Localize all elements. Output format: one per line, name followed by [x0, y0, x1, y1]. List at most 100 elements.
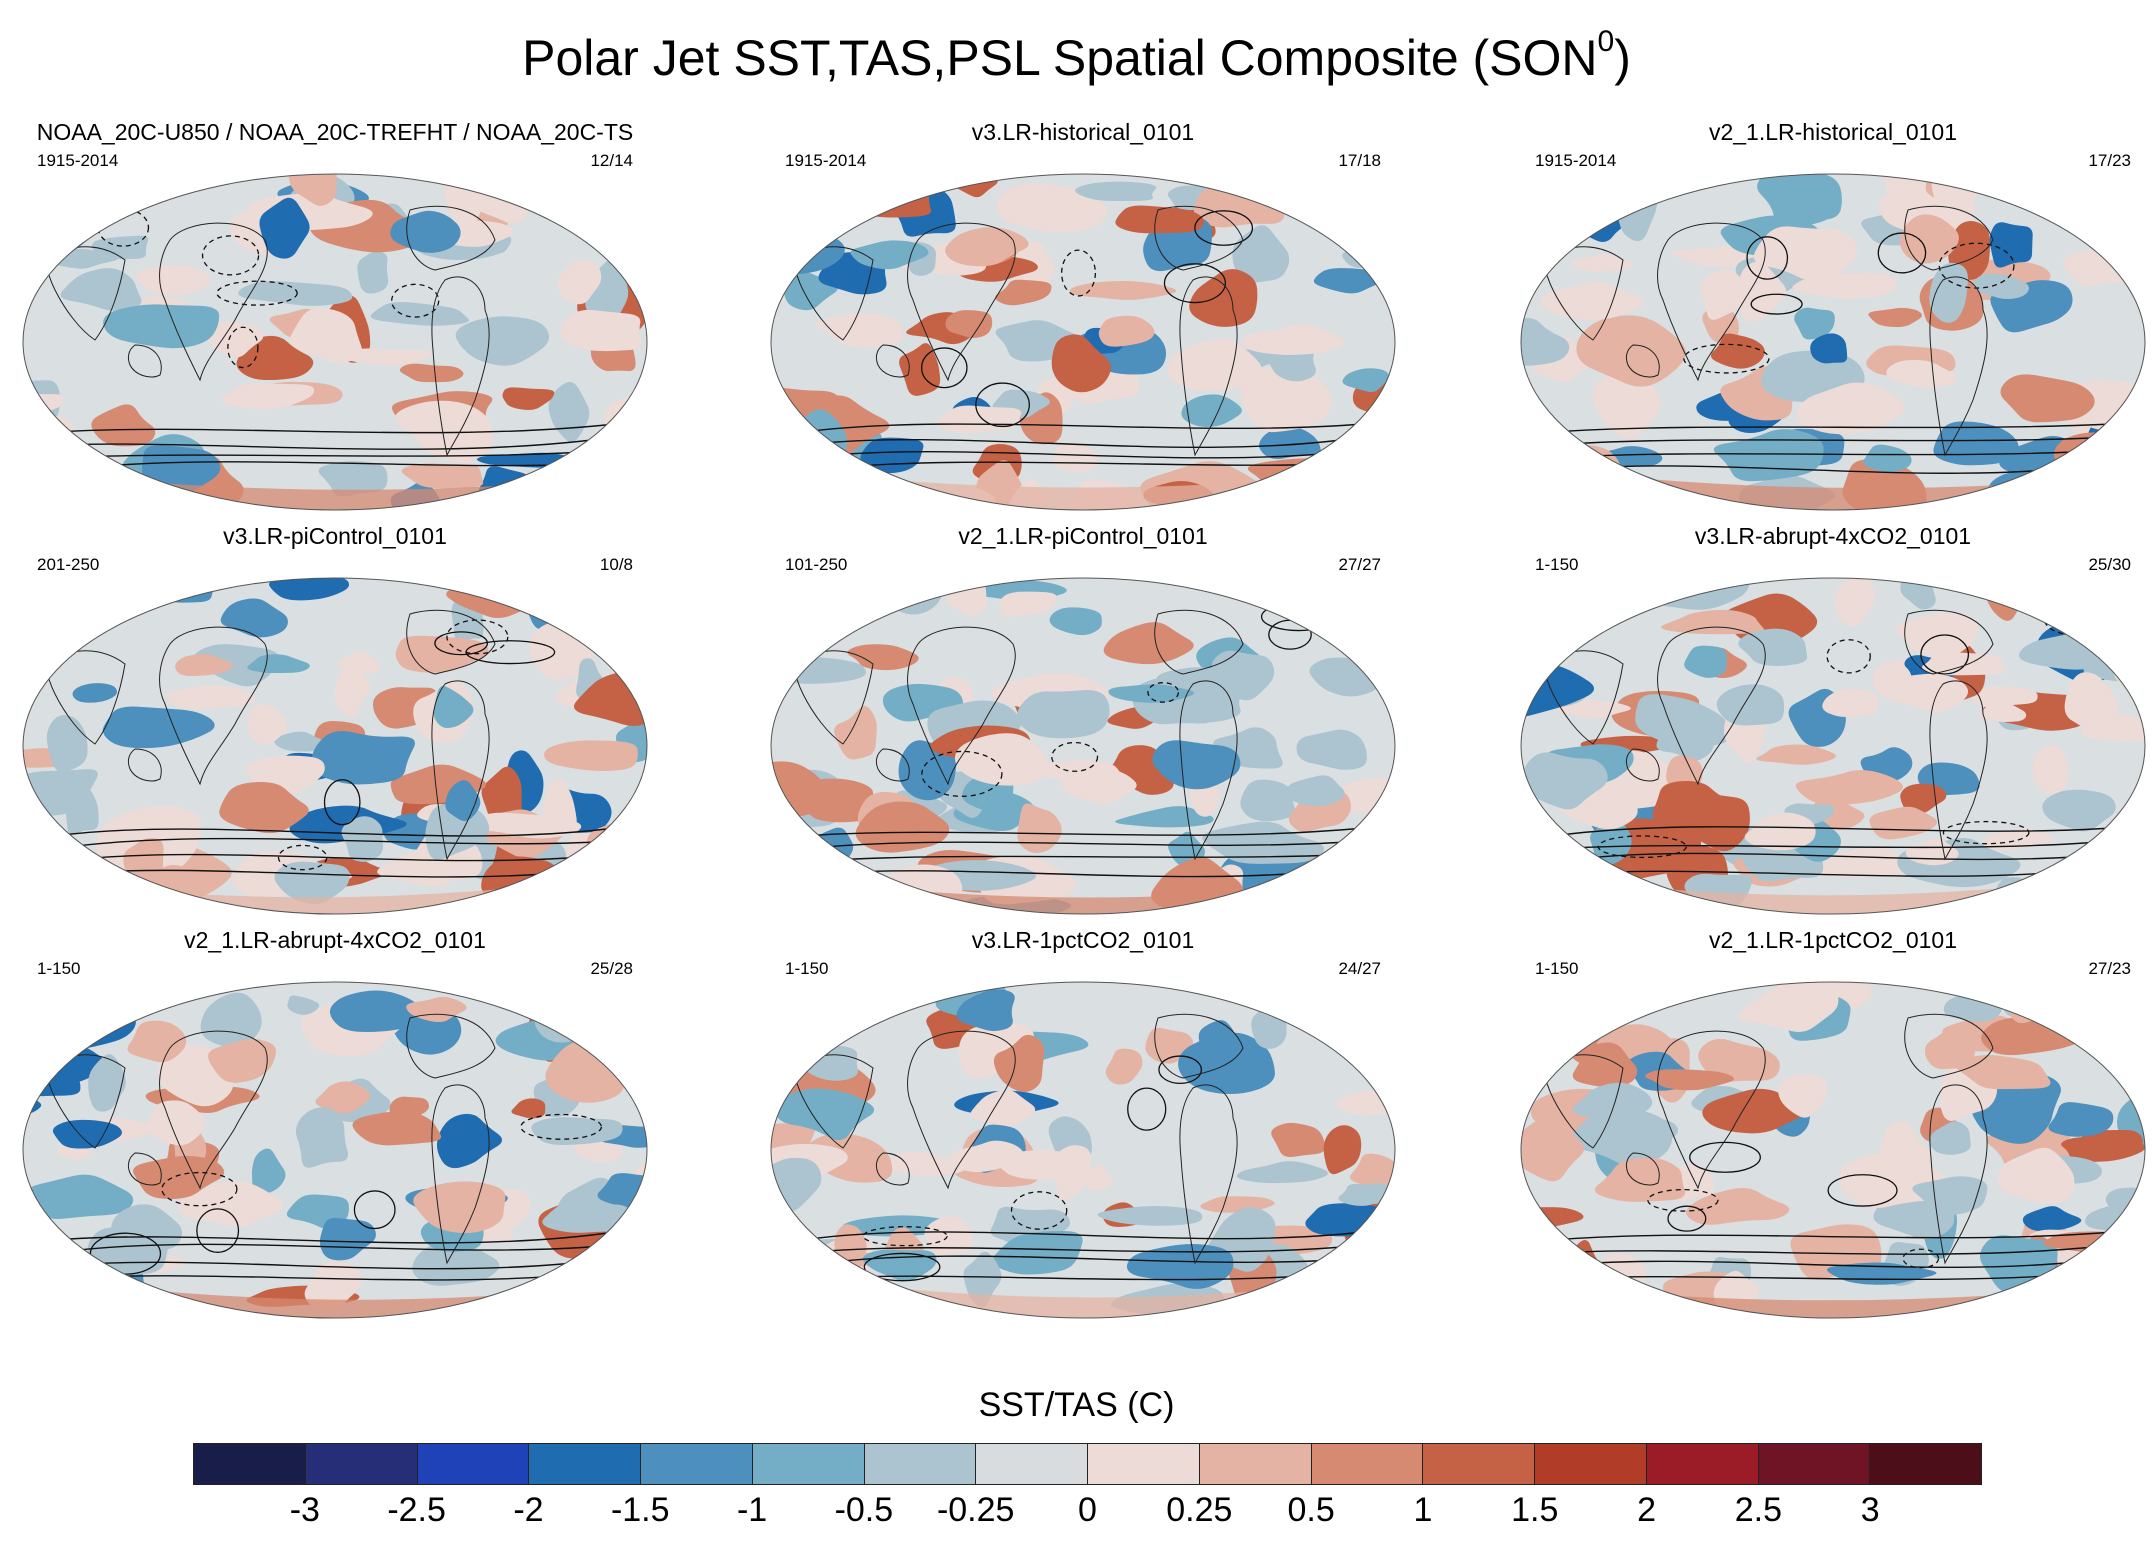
map-panel: NOAA_20C-U850 / NOAA_20C-TREFHT / NOAA_2… [15, 118, 655, 518]
continent-outline [907, 626, 1016, 786]
cool-anomaly-patch [25, 487, 95, 511]
warm-anomaly-patch [770, 981, 826, 1040]
panel-period: 1-150 [1535, 555, 1579, 574]
colorbar-title: SST/TAS (C) [978, 1386, 1175, 1424]
warm-anomaly-patch [1879, 673, 1969, 713]
cool-anomaly-patch [287, 995, 320, 1015]
warm-anomaly-patch [399, 363, 464, 383]
warm-anomaly-patch [1877, 1120, 1932, 1187]
map-border [22, 577, 648, 915]
psl-contour-positive [1750, 293, 1803, 315]
warm-anomaly-patch [566, 180, 647, 229]
warm-anomaly-patch [343, 348, 433, 365]
continent-outline [159, 626, 268, 786]
warm-anomaly-patch [22, 393, 63, 412]
warm-anomaly-patch [1744, 812, 1816, 851]
continent-outline [44, 650, 126, 745]
cool-anomaly-patch [52, 1119, 122, 1149]
psl-contour-positive [1552, 423, 2114, 433]
psl-contour-negative [216, 280, 298, 306]
warm-anomaly-patch [773, 996, 815, 1018]
map-border [1520, 173, 2146, 511]
psl-contour-positive [920, 347, 968, 389]
cool-anomaly-patch [2028, 883, 2097, 915]
map-panel: v3.LR-piControl_0101 201-250 10/8 [15, 522, 655, 922]
panel-period: 1915-2014 [37, 151, 119, 170]
cool-anomaly-patch [1271, 1304, 1377, 1319]
warm-anomaly-patch [945, 310, 993, 339]
cool-anomaly-patch [72, 683, 118, 703]
cool-anomaly-patch [1202, 821, 1324, 864]
continent-outline [1542, 650, 1624, 745]
cool-anomaly-patch [329, 990, 423, 1032]
warm-anomaly-patch [289, 308, 362, 363]
warm-anomaly-patch [1924, 1026, 1976, 1070]
warm-anomaly-patch [1686, 1187, 1790, 1225]
cool-anomaly-patch [1232, 225, 1290, 284]
psl-contour-positive [465, 640, 556, 665]
continent-outline [1904, 205, 1994, 271]
warm-anomaly-patch [560, 309, 643, 352]
figure-title: Polar Jet SST,TAS,PSL Spatial Composite … [0, 27, 2153, 88]
continent-outline [1179, 1084, 1238, 1265]
continent-outline [127, 748, 162, 782]
warm-anomaly-patch [221, 383, 315, 409]
psl-contour-positive [54, 837, 616, 850]
psl-contour-positive [802, 423, 1364, 433]
panel-title: v3.LR-abrupt-4xCO2_0101 [1694, 523, 1972, 549]
psl-contour-positive [1158, 1055, 1203, 1085]
continent-outline [875, 344, 910, 378]
cool-anomaly-patch [956, 989, 1015, 1032]
colorbar-tick-label: 0.25 [1166, 1491, 1233, 1529]
panel-event-count: 27/27 [1338, 555, 1381, 574]
continent-outline [1179, 680, 1238, 861]
cool-anomaly-patch [311, 731, 415, 785]
psl-contour-positive [323, 779, 361, 826]
warm-anomaly-patch [500, 1279, 617, 1319]
continent-outline [1625, 344, 1660, 378]
warm-anomaly-patch [1814, 847, 1914, 878]
warm-anomaly-patch [1069, 281, 1177, 300]
panel-period: 201-250 [37, 555, 100, 574]
colorbar-swatch [1199, 1444, 1312, 1484]
warm-anomaly-patch [1314, 887, 1346, 913]
cool-anomaly-patch [1108, 684, 1195, 703]
map-plot [22, 981, 648, 1319]
warm-anomaly-patch [22, 585, 77, 619]
warm-anomaly-patch [1247, 458, 1370, 493]
cool-anomaly-patch [1338, 1183, 1386, 1206]
continent-outline [1179, 276, 1238, 457]
warm-anomaly-patch [770, 761, 828, 818]
cool-anomaly-patch [1126, 1243, 1234, 1289]
warm-anomaly-patch [587, 817, 647, 882]
warm-anomaly-patch [175, 654, 234, 677]
colorbar-tick-label: -1 [736, 1491, 768, 1529]
psl-contour-positive [353, 1190, 396, 1230]
continent-outline [1929, 276, 1988, 457]
figure-title-close: ) [1614, 30, 1631, 86]
warm-anomaly-patch [1955, 1055, 2051, 1090]
psl-contour-positive [1552, 449, 2114, 459]
cool-anomaly-patch [542, 1200, 633, 1233]
map-plot [770, 173, 1396, 511]
cool-anomaly-patch [1713, 429, 1824, 482]
continent-outline [1542, 246, 1624, 341]
warm-anomaly-patch [1979, 702, 2027, 723]
map-plot [770, 981, 1396, 1319]
cool-anomaly-patch [193, 644, 280, 687]
warm-anomaly-patch [288, 173, 338, 206]
warm-anomaly-patch [599, 214, 647, 237]
cool-anomaly-patch [238, 281, 353, 306]
psl-contour-positive [54, 827, 616, 837]
cool-anomaly-patch [357, 251, 389, 294]
continent-outline [1154, 205, 1244, 271]
warm-anomaly-patch [2005, 981, 2062, 1024]
psl-contour-positive [802, 840, 1364, 850]
warm-anomaly-patch [401, 463, 484, 489]
colorbar-swatch [641, 1444, 753, 1484]
warm-anomaly-patch [1698, 1038, 1780, 1082]
warm-anomaly-patch [1520, 1116, 1584, 1182]
warm-anomaly-patch [882, 894, 940, 915]
continent-outline [1904, 1013, 1994, 1079]
cool-anomaly-patch [200, 992, 262, 1048]
